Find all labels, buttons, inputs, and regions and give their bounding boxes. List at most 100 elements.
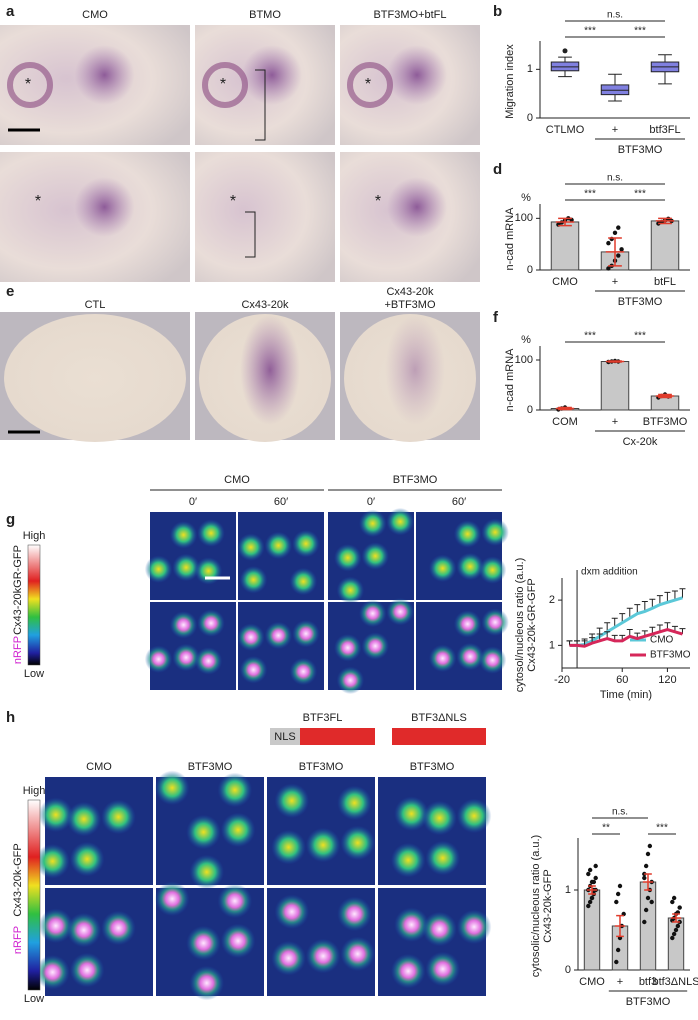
nucleus — [463, 916, 485, 938]
y-tick-label: 0 — [527, 264, 533, 276]
label: High — [23, 530, 46, 542]
data-point — [612, 230, 618, 235]
time-label: 0′ — [367, 496, 375, 508]
data-point — [671, 931, 677, 937]
y-tick-label: 0 — [527, 404, 533, 416]
x-tick-label: CTLMO — [546, 124, 585, 136]
y-tick-label: 1 — [527, 63, 533, 75]
nucleus — [339, 639, 357, 657]
group-label: BTF3MO — [618, 144, 663, 156]
x-tick-label: btf3FL — [649, 124, 680, 136]
panel-label: d — [493, 161, 502, 178]
time-label: 60′ — [274, 496, 288, 508]
cell — [305, 827, 341, 863]
construct-label: BTF3FL — [303, 712, 343, 724]
cell — [456, 552, 484, 581]
data-point — [587, 867, 593, 873]
channel-label: nRFP — [12, 926, 24, 954]
data-point — [645, 851, 651, 857]
data-point — [642, 919, 647, 925]
x-tick-label: 60 — [616, 674, 628, 686]
panel-label: f — [493, 309, 499, 326]
cell — [361, 542, 390, 570]
data-point — [616, 253, 621, 258]
x-axis-label: Time (min) — [600, 689, 652, 701]
data-point — [614, 899, 619, 905]
image-title: BTMO — [249, 9, 281, 21]
cell — [69, 841, 105, 877]
cell — [172, 553, 200, 582]
nucleus — [174, 616, 193, 634]
nucleus — [483, 651, 502, 669]
data-point — [677, 905, 682, 910]
outlier — [562, 48, 568, 54]
cell — [425, 840, 461, 876]
nls-domain — [270, 728, 300, 745]
cell — [186, 814, 221, 850]
cell — [456, 798, 492, 834]
x-tick-label: + — [612, 124, 618, 136]
legend-label: BTF3MO — [650, 650, 691, 661]
bar — [550, 221, 580, 271]
error-bar — [614, 914, 626, 938]
x-tick-label: + — [612, 416, 618, 428]
bar — [600, 361, 630, 411]
data-point — [673, 927, 679, 933]
nucleus — [432, 958, 454, 980]
cell — [35, 843, 70, 879]
error-bar — [566, 640, 573, 646]
cell — [144, 555, 173, 583]
significance-label: *** — [584, 189, 596, 200]
significance-label: *** — [656, 823, 668, 834]
stain — [385, 315, 445, 425]
cell — [271, 829, 306, 865]
panel-label: g — [6, 511, 15, 528]
group-label: BTF3MO — [626, 996, 671, 1008]
asterisk: * — [220, 76, 226, 93]
error-bar — [555, 217, 575, 227]
error-bar — [555, 406, 575, 411]
cell — [390, 842, 426, 878]
stain — [387, 45, 447, 105]
eye — [347, 62, 393, 108]
cell — [394, 796, 429, 831]
image-title: BTF3MO — [299, 761, 344, 773]
nucleus — [366, 637, 384, 655]
asterisk: * — [365, 76, 371, 93]
error-bar — [655, 393, 675, 399]
bracket — [245, 211, 256, 258]
data-point — [643, 907, 649, 913]
panel-label: e — [6, 283, 14, 300]
x-tick-label: -20 — [554, 674, 570, 686]
nucleus — [202, 614, 220, 632]
data-point — [647, 843, 653, 849]
image-title: CTL — [85, 299, 106, 311]
data-point — [593, 875, 598, 881]
domain-label: NLS — [274, 731, 295, 743]
cell — [453, 520, 482, 548]
eye — [7, 62, 53, 108]
cell — [478, 556, 507, 584]
y-axis-label: Migration index — [504, 44, 516, 119]
data-point — [606, 266, 611, 271]
cell — [189, 854, 225, 890]
error-bar — [605, 237, 625, 267]
x-tick-label: + — [612, 276, 618, 288]
cell — [292, 529, 320, 558]
cell — [101, 799, 136, 835]
y-tick-label: 1 — [565, 884, 571, 896]
construct-label: BTF3ΔNLS — [411, 712, 467, 724]
cell — [237, 533, 265, 561]
nucleus — [428, 918, 451, 940]
nucleus — [227, 930, 249, 952]
asterisk: * — [25, 76, 31, 93]
x-tick-label: BTF3MO — [643, 416, 688, 428]
nucleus — [346, 943, 369, 965]
nucleus — [150, 650, 168, 668]
cell — [358, 509, 387, 538]
data-point — [671, 895, 677, 901]
image-title: BTF3MO+btFL — [373, 9, 446, 21]
channel-label: Cx43-20k-GFP — [12, 843, 24, 916]
image-title: BTF3MO — [410, 761, 455, 773]
